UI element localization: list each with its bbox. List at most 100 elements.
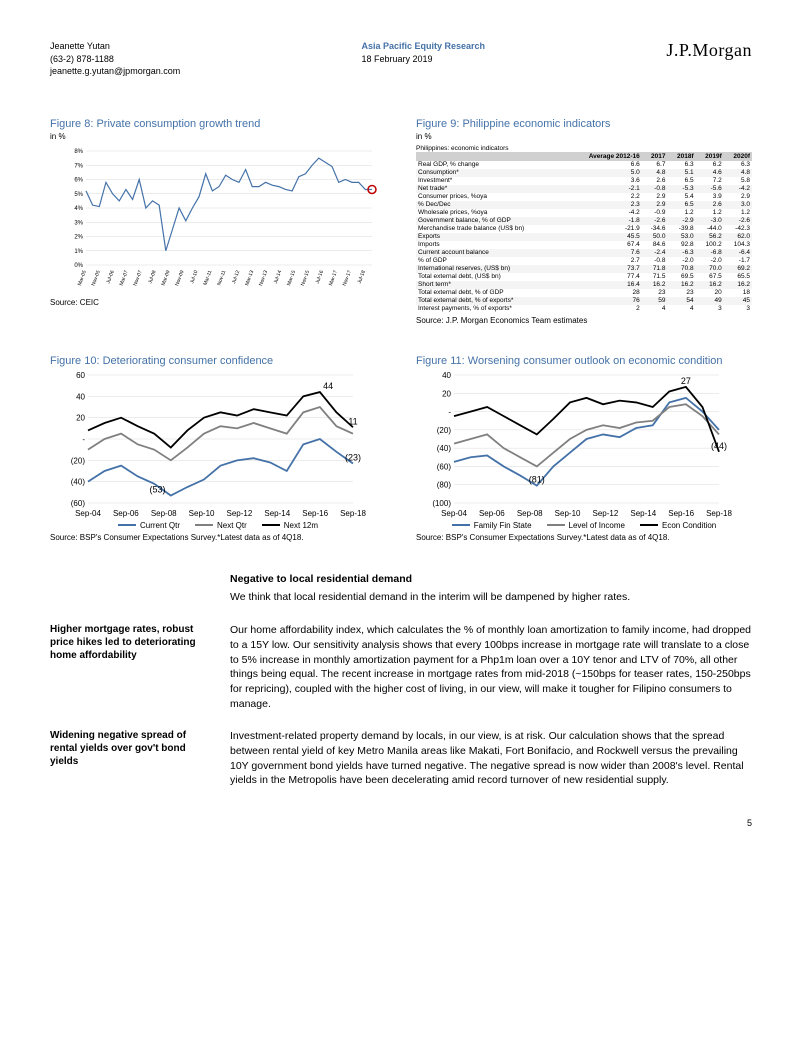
fig8-chart: 0%1%2%3%4%5%6%7%8%Mar-05Nov-05Jul-06Mar-… (50, 145, 386, 295)
fig9-table: Average 2012-1620172018f2019f2020fReal G… (416, 152, 752, 313)
report-date: 18 February 2019 (361, 53, 485, 66)
svg-text:Jul-08: Jul-08 (147, 269, 157, 284)
legend-item: Family Fin State (452, 521, 532, 530)
svg-text:Sep-12: Sep-12 (227, 509, 253, 518)
svg-text:Nov-05: Nov-05 (91, 269, 102, 286)
legend-item: Next Qtr (195, 521, 247, 530)
svg-text:(44): (44) (711, 441, 727, 451)
fig11-title: Figure 11: Worsening consumer outlook on… (416, 355, 752, 367)
svg-text:8%: 8% (74, 149, 83, 155)
svg-text:(20): (20) (71, 456, 86, 465)
svg-text:3%: 3% (74, 220, 83, 226)
svg-text:Sep-12: Sep-12 (593, 509, 619, 518)
svg-text:6%: 6% (74, 177, 83, 183)
subhead-1: Negative to local residential demand (230, 572, 752, 587)
svg-text:Sep-08: Sep-08 (517, 509, 543, 518)
svg-text:Mar-13: Mar-13 (244, 269, 255, 286)
svg-text:60: 60 (76, 371, 85, 380)
svg-text:27: 27 (681, 376, 691, 386)
para-3: Investment-related property demand by lo… (230, 729, 752, 788)
fig11-chart: (100)(80)(60)(40)(20)-2040Sep-04Sep-06Se… (416, 369, 752, 519)
para-1: We think that local residential demand i… (230, 590, 752, 605)
svg-text:Sep-04: Sep-04 (75, 509, 101, 518)
svg-text:(81): (81) (529, 474, 545, 484)
figure-10: Figure 10: Deteriorating consumer confid… (50, 355, 386, 542)
svg-text:Jul-10: Jul-10 (189, 269, 199, 284)
svg-text:-: - (448, 407, 451, 416)
fig9-subtitle: in % (416, 132, 752, 141)
svg-text:(40): (40) (437, 444, 452, 453)
fig8-subtitle: in % (50, 132, 386, 141)
division-block: Asia Pacific Equity Research 18 February… (361, 40, 485, 65)
para-2: Our home affordability index, which calc… (230, 623, 752, 711)
fig10-title: Figure 10: Deteriorating consumer confid… (50, 355, 386, 367)
svg-text:0%: 0% (74, 263, 83, 269)
fig11-source: Source: BSP's Consumer Expectations Surv… (416, 533, 752, 542)
svg-text:Sep-18: Sep-18 (706, 509, 732, 518)
svg-text:Mar-15: Mar-15 (286, 269, 297, 286)
svg-text:(60): (60) (71, 499, 86, 508)
main-text-2: Our home affordability index, which calc… (230, 623, 752, 711)
fig8-source: Source: CEIC (50, 298, 386, 307)
svg-text:Nov-17: Nov-17 (342, 269, 353, 286)
legend-item: Current Qtr (118, 521, 180, 530)
figure-9: Figure 9: Philippine economic indicators… (416, 118, 752, 325)
svg-text:5%: 5% (74, 192, 83, 198)
svg-text:(60): (60) (437, 462, 452, 471)
svg-text:20: 20 (76, 413, 85, 422)
figure-11: Figure 11: Worsening consumer outlook on… (416, 355, 752, 542)
section-2: Higher mortgage rates, robust price hike… (50, 623, 752, 711)
svg-text:Jul-18: Jul-18 (357, 269, 367, 284)
svg-text:2%: 2% (74, 234, 83, 240)
fig11-legend: Family Fin StateLevel of IncomeEcon Cond… (416, 521, 752, 530)
svg-text:44: 44 (323, 381, 333, 391)
svg-text:(53): (53) (150, 484, 166, 494)
svg-text:Sep-16: Sep-16 (302, 509, 328, 518)
main-text-3: Investment-related property demand by lo… (230, 729, 752, 788)
svg-text:Sep-14: Sep-14 (264, 509, 290, 518)
svg-text:Jul-06: Jul-06 (105, 269, 115, 284)
svg-text:Mar-09: Mar-09 (161, 269, 172, 286)
svg-text:Mar-11: Mar-11 (203, 269, 214, 286)
svg-text:Nov-11: Nov-11 (216, 269, 227, 286)
fig8-title: Figure 8: Private consumption growth tre… (50, 118, 386, 130)
page-number: 5 (50, 818, 752, 828)
svg-text:11: 11 (348, 416, 357, 426)
svg-text:Jul-14: Jul-14 (273, 269, 283, 284)
svg-text:Sep-08: Sep-08 (151, 509, 177, 518)
figure-8: Figure 8: Private consumption growth tre… (50, 118, 386, 325)
svg-text:Sep-14: Sep-14 (630, 509, 656, 518)
fig10-chart: (60)(40)(20)-204060Sep-04Sep-06Sep-08Sep… (50, 369, 386, 519)
fig10-legend: Current Qtr Next Qtr Next 12m (50, 521, 386, 530)
svg-text:Mar-05: Mar-05 (77, 269, 88, 286)
main-text-1: Negative to local residential demand We … (230, 572, 752, 605)
svg-text:Mar-17: Mar-17 (328, 269, 339, 286)
svg-text:-: - (82, 435, 85, 444)
svg-text:40: 40 (76, 392, 85, 401)
svg-text:Jul-12: Jul-12 (231, 269, 241, 284)
svg-text:Nov-09: Nov-09 (174, 269, 185, 286)
fig9-table-label: Philippines: economic indicators (416, 145, 752, 152)
fig9-source: Source: J.P. Morgan Economics Team estim… (416, 316, 752, 325)
svg-text:Nov-15: Nov-15 (300, 269, 311, 286)
section-3: Widening negative spread of rental yield… (50, 729, 752, 788)
svg-text:Mar-07: Mar-07 (119, 269, 130, 286)
svg-text:(23): (23) (345, 452, 361, 462)
svg-text:Sep-16: Sep-16 (668, 509, 694, 518)
legend-item: Next 12m (262, 521, 318, 530)
section-1: Negative to local residential demand We … (50, 572, 752, 605)
svg-text:Sep-18: Sep-18 (340, 509, 366, 518)
svg-text:Sep-10: Sep-10 (555, 509, 581, 518)
svg-text:4%: 4% (74, 206, 83, 212)
svg-text:Nov-13: Nov-13 (258, 269, 269, 286)
charts-grid: Figure 8: Private consumption growth tre… (50, 118, 752, 542)
svg-text:(100): (100) (432, 499, 451, 508)
division-title: Asia Pacific Equity Research (361, 40, 485, 53)
author-phone: (63-2) 878-1188 (50, 53, 180, 66)
legend-item: Econ Condition (640, 521, 716, 530)
author-email: jeanette.g.yutan@jpmorgan.com (50, 65, 180, 78)
svg-text:(40): (40) (71, 477, 86, 486)
margin-note-2: Higher mortgage rates, robust price hike… (50, 623, 210, 711)
svg-text:40: 40 (442, 371, 451, 380)
brand-logo: J.P.Morgan (666, 40, 752, 61)
